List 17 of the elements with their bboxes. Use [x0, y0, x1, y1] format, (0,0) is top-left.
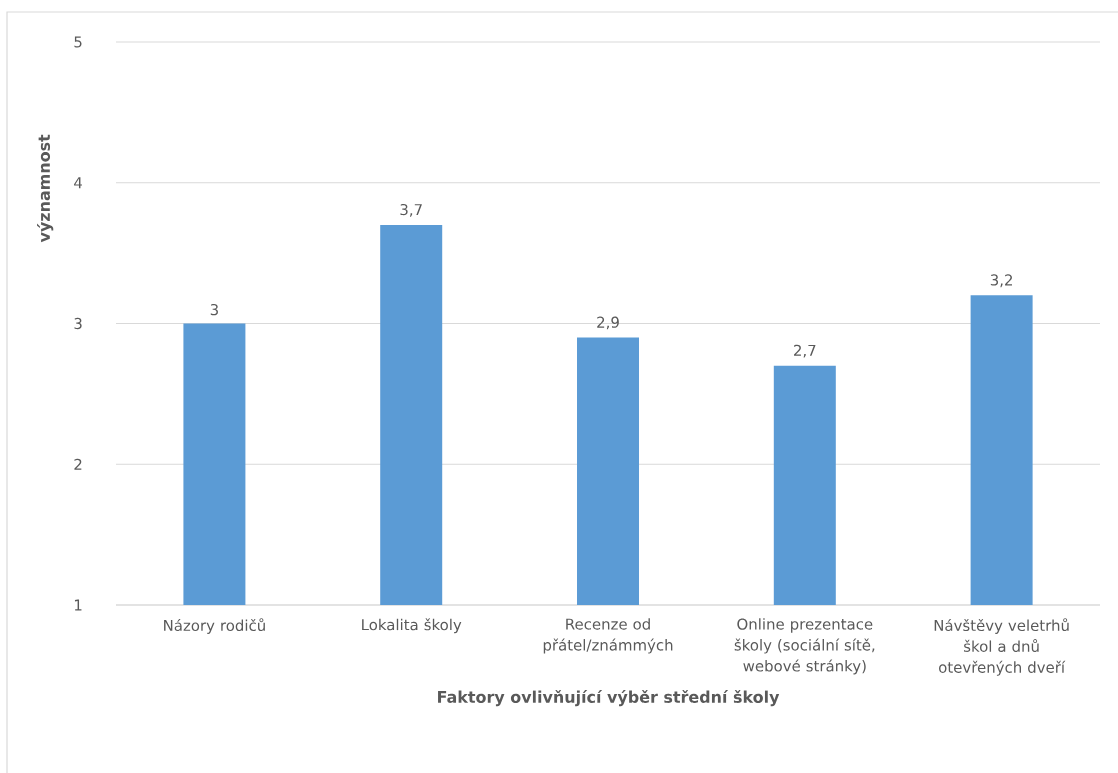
x-tick-label: Názory rodičů [164, 618, 265, 634]
data-label: 2,9 [597, 316, 619, 330]
x-tick-label: Návštěvy veletrhů škol a dnů otevřených dveří [934, 618, 1069, 676]
y-tick-label: 5 [74, 36, 82, 48]
data-label: 3 [210, 303, 218, 316]
y-tick-label: 2 [74, 458, 82, 470]
x-tick-label: Online prezentace školy (sociální sítě, webové stránky) [734, 618, 875, 675]
x-tick-label: Recenze od přátel/známmých [543, 618, 673, 654]
y-axis-title: významnost [37, 134, 54, 243]
x-axis-title: Faktory ovlivňující výběr střední školy [438, 689, 780, 707]
y-tick-label: 1 [74, 599, 82, 611]
data-label: 2,7 [794, 344, 816, 358]
data-label: 3,2 [990, 274, 1012, 288]
x-tick-label: Lokalita školy [362, 618, 462, 634]
y-tick-label: 4 [74, 177, 82, 189]
y-tick-label: 3 [74, 317, 82, 330]
data-label: 3,7 [400, 203, 422, 217]
